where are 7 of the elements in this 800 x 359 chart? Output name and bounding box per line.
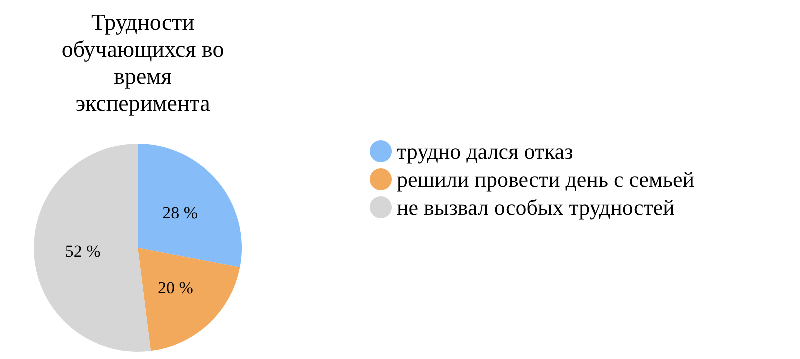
legend-label: трудно дался отказ [397, 139, 574, 164]
data-label: 28 % [162, 203, 198, 222]
data-label: 20 % [158, 278, 194, 298]
data-label: 52 % [65, 242, 101, 261]
chart-title: Трудности обучающихся во время эксперимента [62, 10, 224, 116]
legend-label: решили провести день с семьей [397, 167, 695, 192]
legend-label: не вызвал особых трудностей [397, 195, 676, 220]
